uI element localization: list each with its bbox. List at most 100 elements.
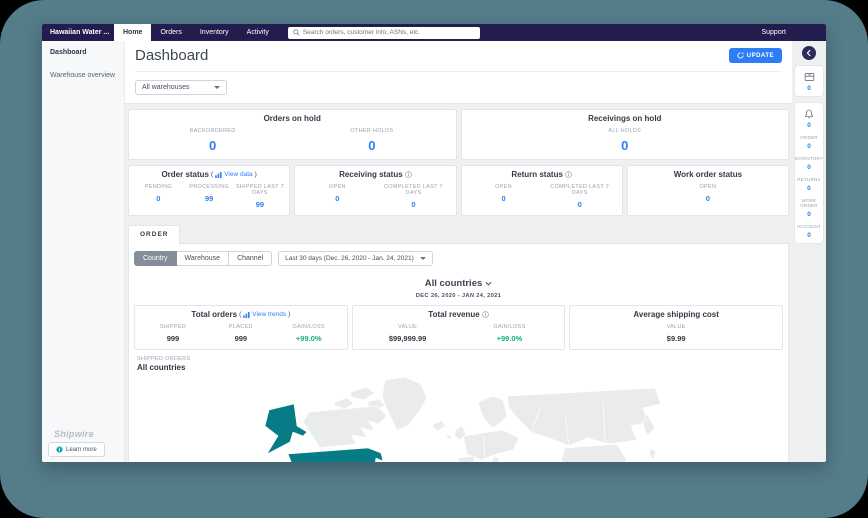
- scope-period: DEC 26, 2020 - JAN 24, 2021: [415, 293, 502, 299]
- saved-items-count: 0: [807, 85, 811, 92]
- map-japan: [648, 447, 657, 461]
- stat-pending: PENDING 0: [144, 184, 172, 203]
- stat-processing: PROCESSING 99: [189, 184, 229, 203]
- search-input[interactable]: [302, 29, 475, 36]
- rail-item-order[interactable]: ORDER 0: [800, 135, 818, 150]
- return-status-card: Return status OPEN 0 COMPLETED LAST 7 DA…: [460, 165, 623, 216]
- average-shipping-cost-card: Average shipping cost VALUE $9.99: [569, 305, 784, 350]
- orders-on-hold-title: Orders on hold: [263, 114, 321, 123]
- page-title: Dashboard: [135, 47, 209, 64]
- receivings-on-hold-card: Receivings on hold ALL HOLDS 0: [460, 109, 789, 160]
- notifications-card[interactable]: 0 ORDER 0 INVENTORY 0 RETURNS 0 WORK O: [794, 102, 824, 244]
- rail-item-account[interactable]: ACCOUNT 0: [796, 224, 822, 239]
- segment-channel[interactable]: Channel: [229, 251, 273, 266]
- arrow-left-icon: [806, 49, 811, 57]
- sidebar-item-warehouse-overview[interactable]: Warehouse overview: [50, 72, 116, 79]
- order-status-card: Order status ( View data ) PENDING 0: [128, 165, 291, 216]
- date-range-select[interactable]: Last 30 days (Dec. 26, 2020 - Jan. 24, 2…: [278, 251, 433, 266]
- world-map[interactable]: [235, 374, 665, 462]
- search-icon: [293, 29, 300, 36]
- shipwire-logo: Shipwire: [54, 429, 94, 439]
- saved-orders-icon: [804, 73, 814, 81]
- stat-shipped-7-days: SHIPPED LAST 7 DAYS 99: [235, 184, 284, 209]
- stat-open: OPEN 0: [495, 184, 512, 203]
- total-revenue-title: Total revenue: [428, 310, 480, 319]
- top-navigation-bar: Hawaiian Water ... Home Orders Inventory…: [42, 24, 826, 41]
- bell-icon: [805, 109, 813, 119]
- tab-home[interactable]: Home: [114, 24, 152, 41]
- map-china-india: [560, 443, 628, 462]
- learn-more-button[interactable]: Learn more: [48, 442, 105, 457]
- bar-chart-icon: [243, 311, 250, 318]
- order-status-title: Order status: [161, 170, 210, 179]
- support-link[interactable]: Support: [761, 29, 786, 36]
- order-section-tab[interactable]: ORDER: [128, 225, 181, 244]
- stat-open: OPEN 0: [328, 184, 346, 203]
- stat-revenue-value: VALUE $99,999.99: [388, 324, 427, 343]
- receiving-status-title: Receiving status: [339, 170, 403, 179]
- map-italy: [491, 455, 500, 462]
- work-order-status-title: Work order status: [673, 170, 743, 179]
- caret-down-icon: [419, 257, 426, 260]
- total-revenue-card: Total revenue VALUE $99,999.99 GAIN/LOSS: [351, 305, 566, 350]
- info-icon: [56, 446, 63, 453]
- map-alaska-highlight: [264, 403, 308, 455]
- map-scandinavia: [477, 395, 508, 429]
- update-button[interactable]: UPDATE: [728, 48, 782, 63]
- bar-chart-icon: [215, 171, 222, 178]
- map-usa-highlight: [287, 447, 384, 462]
- scope-selector[interactable]: All countries: [425, 278, 493, 289]
- warehouse-select-value: All warehouses: [142, 84, 190, 91]
- view-data-link[interactable]: View data: [215, 171, 253, 178]
- view-trends-link[interactable]: View trends: [243, 311, 286, 318]
- info-icon[interactable]: [565, 171, 572, 178]
- page-header: Dashboard UPDATE All warehouses: [125, 41, 792, 104]
- orders-on-hold-card: Orders on hold BACKORDERED 0 OTHER HOLDS…: [128, 109, 457, 160]
- stat-completed-7-days: COMPLETED LAST 7 DAYS 0: [550, 184, 610, 209]
- learn-more-label: Learn more: [66, 446, 97, 453]
- tab-inventory[interactable]: Inventory: [199, 29, 229, 36]
- stat-shipped: SHIPPED 999: [159, 324, 187, 343]
- collapse-rail-button[interactable]: [802, 46, 816, 60]
- stat-shipping-value: VALUE $9.99: [666, 324, 686, 343]
- rail-item-work-order[interactable]: WORK ORDER 0: [800, 198, 818, 218]
- stat-placed: PLACED 999: [228, 324, 253, 343]
- account-brand[interactable]: Hawaiian Water ...: [50, 29, 110, 36]
- segment-country[interactable]: Country: [134, 251, 177, 266]
- map-europe: [462, 429, 520, 461]
- info-icon[interactable]: [481, 311, 489, 318]
- rail-item-returns[interactable]: RETURNS 0: [797, 177, 821, 192]
- update-label: UPDATE: [746, 52, 774, 59]
- info-icon[interactable]: [404, 171, 412, 178]
- left-sidebar: Dashboard Warehouse overview Shipwire Le…: [42, 41, 125, 462]
- map-canada: [302, 405, 388, 449]
- notifications-count: 0: [807, 122, 811, 129]
- refresh-icon: [737, 52, 744, 59]
- tab-orders[interactable]: Orders: [160, 29, 182, 36]
- stat-gain-loss: GAIN/LOSS +99.0%: [292, 324, 325, 343]
- map-russia: [506, 387, 662, 447]
- warehouse-select[interactable]: All warehouses: [135, 80, 227, 95]
- total-orders-title: Total orders: [191, 310, 238, 319]
- map-kamchatka: [642, 413, 656, 437]
- chevron-down-icon: [485, 281, 492, 286]
- map-greenland: [381, 376, 428, 431]
- order-section-panel: Country Warehouse Channel Last 30 days (…: [128, 243, 789, 462]
- stat-gain-loss: GAIN/LOSS +99.0%: [493, 324, 526, 343]
- tab-activity[interactable]: Activity: [246, 29, 269, 36]
- stat-all-holds: ALL HOLDS 0: [608, 128, 642, 153]
- right-rail: 0 0 ORDER 0 INVENTORY 0: [792, 41, 826, 462]
- saved-items-card[interactable]: 0: [794, 65, 824, 97]
- global-search[interactable]: [287, 26, 480, 39]
- sidebar-item-dashboard[interactable]: Dashboard: [50, 49, 87, 56]
- map-iceland: [432, 420, 447, 432]
- app-window: Hawaiian Water ... Home Orders Inventory…: [42, 24, 826, 462]
- segment-warehouse[interactable]: Warehouse: [176, 251, 230, 266]
- stat-completed-7-days: COMPLETED LAST 7 DAYS 0: [384, 184, 443, 209]
- rail-item-inventory[interactable]: INVENTORY 0: [794, 156, 824, 171]
- stat-open: OPEN 0: [699, 184, 717, 203]
- main-content: Dashboard UPDATE All warehouses Orde: [125, 41, 792, 462]
- group-by-segments: Country Warehouse Channel: [134, 251, 273, 266]
- stat-other-holds: OTHER HOLDS 0: [350, 128, 394, 153]
